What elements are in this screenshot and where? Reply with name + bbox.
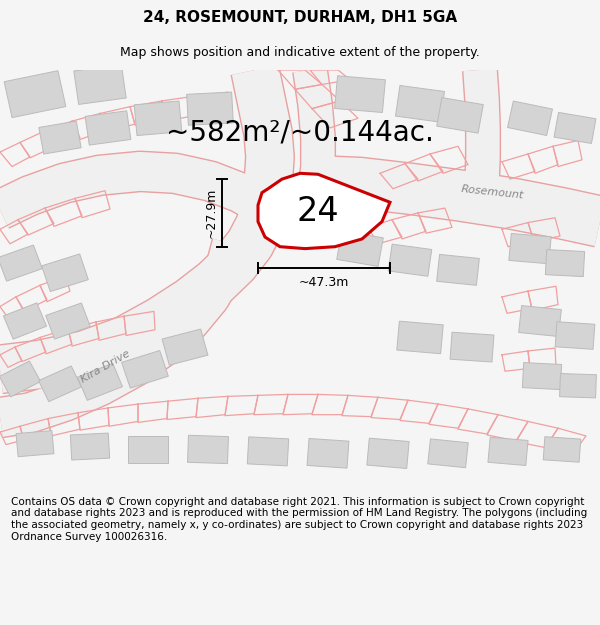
Polygon shape: [134, 101, 182, 136]
Polygon shape: [508, 101, 553, 136]
Text: Kira Drive: Kira Drive: [79, 348, 131, 384]
Polygon shape: [162, 329, 208, 365]
Polygon shape: [258, 173, 390, 249]
Polygon shape: [397, 321, 443, 354]
Polygon shape: [543, 437, 581, 462]
Polygon shape: [488, 438, 528, 466]
Polygon shape: [307, 439, 349, 468]
Polygon shape: [554, 112, 596, 144]
Polygon shape: [437, 98, 483, 133]
Polygon shape: [39, 121, 81, 154]
Text: ~27.9m: ~27.9m: [205, 188, 218, 238]
Polygon shape: [4, 71, 66, 118]
Polygon shape: [337, 231, 383, 266]
Polygon shape: [335, 76, 385, 112]
Polygon shape: [523, 362, 562, 389]
Text: Contains OS data © Crown copyright and database right 2021. This information is : Contains OS data © Crown copyright and d…: [11, 497, 587, 541]
Text: 24: 24: [296, 196, 340, 228]
Polygon shape: [128, 436, 168, 463]
Polygon shape: [395, 86, 445, 122]
Polygon shape: [74, 64, 126, 104]
Text: ~582m²/~0.144ac.: ~582m²/~0.144ac.: [166, 119, 434, 147]
Polygon shape: [509, 234, 551, 264]
Polygon shape: [428, 439, 468, 468]
Polygon shape: [367, 438, 409, 469]
Polygon shape: [450, 332, 494, 362]
Text: 24, ROSEMOUNT, DURHAM, DH1 5GA: 24, ROSEMOUNT, DURHAM, DH1 5GA: [143, 10, 457, 25]
Polygon shape: [437, 254, 479, 286]
Polygon shape: [555, 322, 595, 349]
Polygon shape: [0, 361, 41, 397]
Polygon shape: [122, 351, 169, 388]
Polygon shape: [16, 431, 54, 457]
Polygon shape: [0, 245, 43, 281]
Polygon shape: [247, 437, 289, 466]
Polygon shape: [38, 366, 82, 402]
Polygon shape: [560, 374, 596, 398]
Polygon shape: [77, 363, 122, 401]
Polygon shape: [41, 254, 88, 292]
Polygon shape: [4, 303, 47, 339]
Polygon shape: [388, 244, 432, 276]
Text: ~47.3m: ~47.3m: [299, 276, 349, 289]
Polygon shape: [85, 111, 131, 145]
Polygon shape: [188, 435, 229, 464]
Polygon shape: [187, 92, 233, 125]
Polygon shape: [545, 249, 584, 277]
Text: Map shows position and indicative extent of the property.: Map shows position and indicative extent…: [120, 46, 480, 59]
Text: Rosemount: Rosemount: [460, 184, 524, 201]
Polygon shape: [46, 303, 91, 339]
Polygon shape: [518, 306, 562, 336]
Polygon shape: [70, 433, 110, 460]
